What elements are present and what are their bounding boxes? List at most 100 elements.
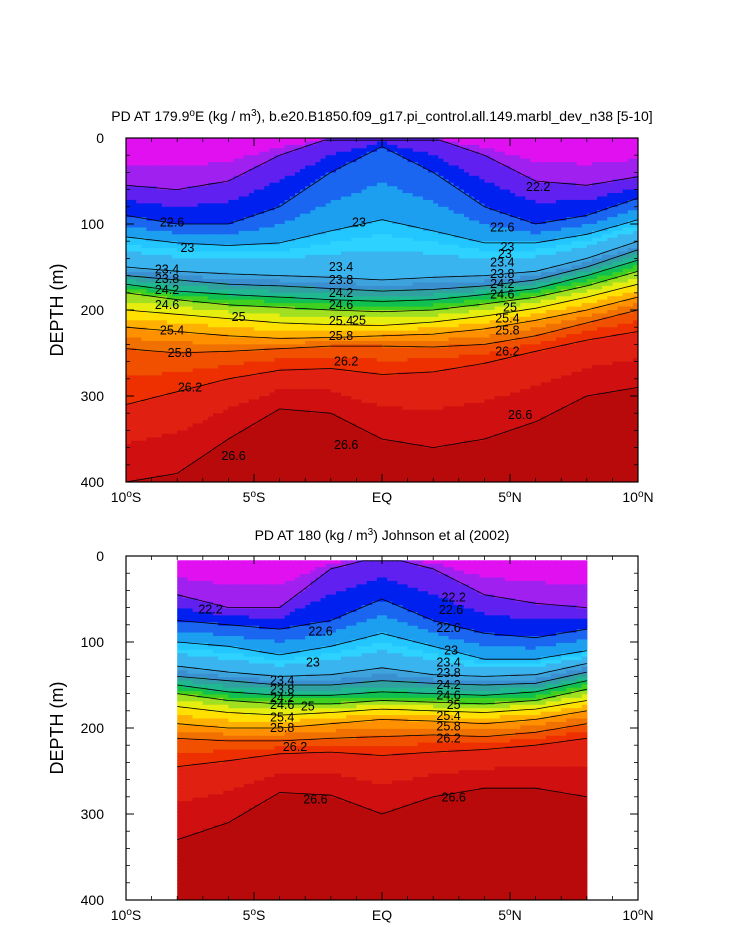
density-cell [238, 344, 245, 349]
density-cell [259, 365, 265, 370]
density-cell [218, 151, 224, 156]
density-cell [146, 478, 153, 482]
density-cell [305, 289, 311, 294]
density-cell [310, 337, 317, 342]
density-cell [207, 175, 214, 180]
density-cell [310, 248, 317, 253]
density-cell [346, 292, 352, 297]
density-cell [233, 416, 240, 421]
density-cell [243, 371, 250, 376]
density-cell [284, 299, 291, 304]
density-cell [151, 471, 158, 476]
density-cell [131, 334, 137, 339]
density-cell [269, 371, 276, 376]
density-cell [371, 275, 378, 280]
density-cell [156, 354, 163, 359]
density-cell [131, 423, 137, 428]
density-cell [269, 392, 276, 397]
density-cell [351, 420, 357, 425]
density-cell [325, 296, 332, 301]
density-cell [361, 457, 368, 462]
density-cell [218, 254, 224, 259]
density-cell [300, 371, 306, 376]
density-cell [192, 478, 199, 482]
density-cell [177, 399, 183, 404]
density-cell [351, 382, 357, 387]
density-cell [141, 237, 148, 242]
density-cell [233, 193, 240, 198]
density-cell [259, 457, 265, 462]
density-cell [126, 241, 132, 246]
density-cell [269, 347, 276, 352]
density-cell [320, 258, 327, 263]
density-cell [320, 224, 327, 229]
density-cell [294, 468, 301, 473]
density-cell [335, 426, 342, 431]
density-cell [310, 151, 317, 156]
density-cell [238, 420, 245, 425]
density-cell [151, 468, 158, 473]
density-cell [330, 430, 337, 435]
density-cell [166, 230, 173, 235]
density-cell [136, 385, 142, 390]
density-cell [284, 285, 291, 290]
density-cell [289, 168, 296, 173]
density-cell [300, 210, 306, 215]
density-cell [264, 193, 270, 198]
density-cell [320, 193, 327, 198]
density-cell [320, 210, 327, 215]
density-cell [187, 413, 194, 418]
density-cell [259, 464, 265, 469]
density-cell [341, 172, 347, 177]
density-cell [300, 389, 306, 394]
density-cell [187, 148, 194, 153]
density-cell [207, 254, 214, 259]
density-cell [131, 351, 137, 356]
density-cell [151, 368, 158, 373]
density-cell [213, 437, 219, 442]
density-cell [177, 165, 183, 170]
density-cell [131, 368, 137, 373]
density-cell [177, 292, 183, 297]
density-cell [131, 141, 137, 146]
density-cell [376, 416, 383, 421]
density-cell [233, 406, 240, 411]
density-cell [284, 165, 291, 170]
density-cell [151, 334, 158, 339]
density-cell [269, 275, 276, 280]
density-cell [254, 416, 260, 421]
density-cell [172, 327, 178, 332]
density-cell [371, 285, 378, 290]
density-cell [248, 351, 255, 356]
density-cell [274, 371, 281, 376]
density-cell [248, 399, 255, 404]
density-cell [172, 199, 178, 204]
density-cell [156, 389, 163, 394]
density-cell [207, 220, 214, 225]
density-cell [131, 451, 137, 456]
density-cell [228, 361, 235, 366]
density-cell [197, 447, 204, 452]
density-cell [146, 378, 153, 383]
density-cell [259, 138, 265, 143]
density-cell [238, 162, 245, 167]
density-cell [335, 241, 342, 246]
density-cell [136, 402, 142, 407]
density-cell [126, 199, 132, 204]
density-cell [294, 292, 301, 297]
density-cell [187, 155, 194, 160]
density-cell [243, 196, 250, 201]
density-cell [146, 409, 153, 414]
density-cell [320, 268, 327, 273]
density-cell [356, 179, 363, 184]
density-cell [161, 272, 168, 277]
density-cell [218, 447, 224, 452]
density-cell [310, 358, 317, 363]
density-cell [187, 306, 194, 311]
density-cell [141, 230, 148, 235]
density-cell [223, 162, 229, 167]
density-cell [300, 206, 306, 211]
density-cell [151, 275, 158, 280]
density-cell [320, 213, 327, 218]
density-cell [248, 268, 255, 273]
